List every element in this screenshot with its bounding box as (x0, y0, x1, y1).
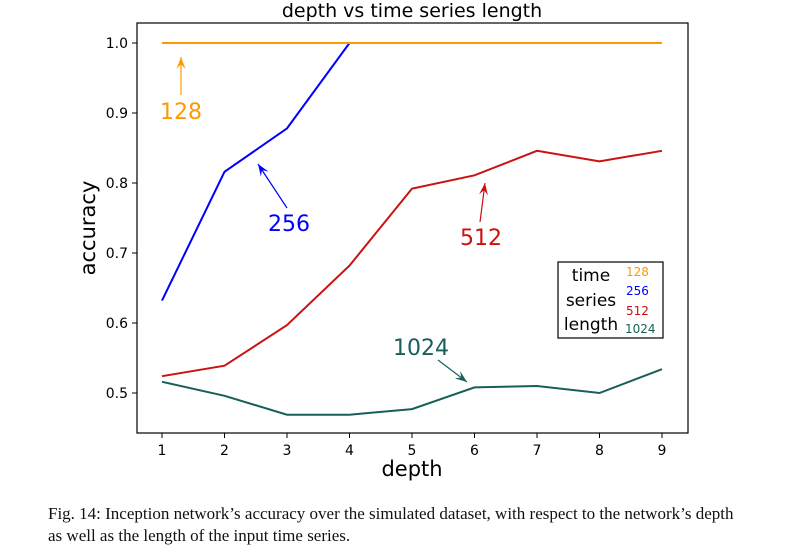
y-axis-label: accuracy (76, 181, 100, 276)
x-axis-label: depth (381, 457, 442, 481)
y-tick-label: 0.6 (106, 316, 128, 332)
x-tick-label: 8 (595, 443, 604, 459)
annotation-label-1024: 1024 (393, 336, 449, 361)
legend: time series length 128 256 512 1024 (557, 261, 664, 339)
line-chart: depth vs time series length 0.5 0.6 0.7 0.8… (76, 0, 689, 481)
legend-title-line: time (572, 266, 610, 286)
annotation-label-512: 512 (460, 226, 502, 251)
y-tick-label: 0.5 (106, 386, 128, 402)
series-line-1024 (161, 368, 663, 416)
legend-entry-128: 128 (626, 265, 649, 279)
annotation-label-128: 128 (160, 100, 202, 125)
y-tick-label: 0.9 (106, 106, 128, 122)
annotation-arrow-256 (257, 163, 288, 209)
series-line-512 (161, 149, 663, 378)
y-tick-label: 0.8 (106, 176, 128, 192)
x-tick-label: 3 (283, 443, 292, 459)
x-tick-label: 5 (408, 443, 417, 459)
annotation-label-256: 256 (268, 212, 310, 237)
legend-entry-256: 256 (626, 284, 649, 298)
arrowhead-icon (258, 164, 269, 177)
arrowhead-icon (454, 371, 467, 382)
x-tick-label: 2 (220, 443, 229, 459)
x-tick-label: 7 (533, 443, 542, 459)
chart-title: depth vs time series length (282, 0, 542, 22)
legend-entry-1024: 1024 (625, 322, 656, 336)
x-tick-label: 4 (345, 443, 354, 459)
x-tick-label: 1 (158, 443, 167, 459)
x-tick-label: 6 (470, 443, 479, 459)
figure-caption: Fig. 14: Inception network’s accuracy ov… (48, 504, 734, 545)
arrowhead-icon (479, 183, 488, 196)
legend-entry-512: 512 (626, 304, 649, 318)
y-tick-label: 0.7 (106, 246, 128, 262)
legend-title-line: length (564, 315, 618, 335)
x-tick-label: 9 (658, 443, 667, 459)
legend-title-line: series (566, 291, 616, 311)
plot-frame (136, 22, 689, 434)
arrowhead-icon (176, 57, 186, 69)
y-tick-label: 1.0 (106, 36, 128, 52)
